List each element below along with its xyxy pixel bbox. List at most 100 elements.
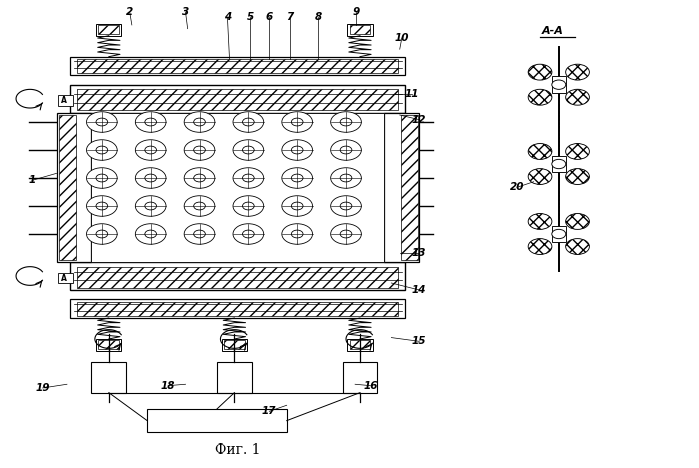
- Circle shape: [552, 229, 565, 239]
- Circle shape: [528, 64, 552, 80]
- Bar: [78, 59, 398, 73]
- Circle shape: [233, 196, 264, 216]
- Circle shape: [233, 112, 264, 132]
- Text: 13: 13: [412, 248, 426, 258]
- Circle shape: [340, 174, 352, 182]
- Circle shape: [194, 118, 206, 126]
- Circle shape: [340, 230, 352, 238]
- Text: 19: 19: [36, 383, 50, 393]
- Circle shape: [87, 196, 117, 216]
- Circle shape: [340, 202, 352, 210]
- Circle shape: [528, 144, 552, 160]
- Circle shape: [96, 146, 108, 154]
- Bar: [71, 85, 405, 113]
- Bar: [347, 24, 373, 36]
- Circle shape: [291, 118, 303, 126]
- Text: 11: 11: [405, 89, 419, 99]
- Circle shape: [194, 146, 206, 154]
- Circle shape: [340, 146, 352, 154]
- Circle shape: [194, 202, 206, 210]
- Circle shape: [194, 174, 206, 182]
- Circle shape: [565, 239, 589, 255]
- Circle shape: [233, 224, 264, 244]
- Circle shape: [96, 174, 108, 182]
- Bar: [78, 267, 398, 288]
- Circle shape: [145, 118, 157, 126]
- Bar: [147, 409, 287, 432]
- Text: 14: 14: [412, 285, 426, 295]
- Circle shape: [528, 168, 552, 184]
- Circle shape: [184, 224, 215, 244]
- Circle shape: [565, 213, 589, 229]
- Text: 5: 5: [247, 12, 254, 22]
- Circle shape: [243, 118, 254, 126]
- Circle shape: [528, 213, 552, 229]
- Bar: [92, 362, 127, 393]
- Bar: [343, 362, 377, 393]
- Bar: [58, 273, 73, 283]
- Circle shape: [331, 196, 361, 216]
- Circle shape: [184, 196, 215, 216]
- Circle shape: [87, 224, 117, 244]
- Circle shape: [331, 224, 361, 244]
- Circle shape: [184, 112, 215, 132]
- Circle shape: [282, 112, 312, 132]
- Circle shape: [96, 118, 108, 126]
- Text: 7: 7: [287, 12, 294, 22]
- Text: A: A: [61, 96, 66, 105]
- Bar: [71, 300, 405, 318]
- Circle shape: [136, 140, 166, 160]
- Bar: [552, 76, 565, 93]
- Circle shape: [194, 230, 206, 238]
- Text: 9: 9: [353, 7, 360, 17]
- Text: 4: 4: [224, 12, 231, 22]
- Circle shape: [233, 140, 264, 160]
- Circle shape: [291, 202, 303, 210]
- Circle shape: [565, 168, 589, 184]
- Circle shape: [87, 140, 117, 160]
- Circle shape: [243, 230, 254, 238]
- Text: Фиг. 1: Фиг. 1: [215, 443, 261, 457]
- Text: 10: 10: [394, 33, 409, 43]
- Bar: [552, 226, 565, 242]
- Circle shape: [282, 196, 312, 216]
- Circle shape: [291, 146, 303, 154]
- Circle shape: [145, 230, 157, 238]
- Circle shape: [96, 202, 108, 210]
- Circle shape: [565, 89, 589, 105]
- Bar: [71, 57, 405, 75]
- Circle shape: [565, 144, 589, 160]
- Bar: [384, 113, 419, 262]
- Circle shape: [136, 224, 166, 244]
- Text: A: A: [61, 274, 66, 283]
- Bar: [347, 339, 373, 351]
- Circle shape: [340, 118, 352, 126]
- Text: 3: 3: [182, 7, 189, 17]
- Bar: [96, 24, 122, 36]
- Circle shape: [282, 168, 312, 188]
- Bar: [401, 115, 418, 260]
- Text: 15: 15: [412, 336, 426, 346]
- Text: 2: 2: [126, 7, 134, 17]
- Circle shape: [96, 230, 108, 238]
- Bar: [58, 95, 73, 106]
- Text: А-А: А-А: [541, 26, 563, 36]
- Bar: [78, 302, 398, 315]
- Circle shape: [145, 174, 157, 182]
- Bar: [99, 25, 120, 34]
- Circle shape: [145, 146, 157, 154]
- Bar: [99, 340, 120, 349]
- Bar: [350, 340, 370, 349]
- Circle shape: [87, 168, 117, 188]
- Text: 6: 6: [266, 12, 273, 22]
- Bar: [350, 25, 370, 34]
- Circle shape: [291, 230, 303, 238]
- Circle shape: [243, 146, 254, 154]
- Circle shape: [243, 174, 254, 182]
- Text: 8: 8: [315, 12, 322, 22]
- Text: 18: 18: [161, 380, 175, 391]
- Circle shape: [552, 159, 565, 168]
- Bar: [224, 340, 245, 349]
- Circle shape: [136, 112, 166, 132]
- Circle shape: [528, 239, 552, 255]
